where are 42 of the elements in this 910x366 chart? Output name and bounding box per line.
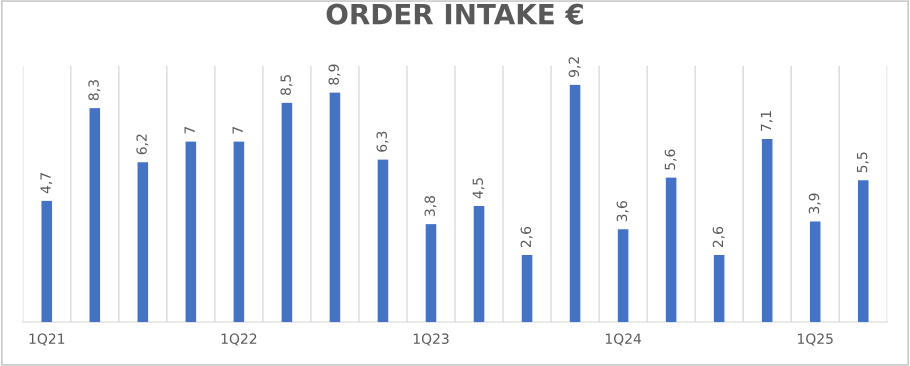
data-label: 2,6	[712, 226, 725, 248]
bar	[282, 102, 292, 322]
x-tick-label: 1Q24	[606, 333, 642, 346]
x-tick-label: 1Q25	[798, 333, 833, 346]
data-label: 3,6	[616, 201, 629, 222]
bar	[666, 178, 676, 322]
data-label: 2,6	[520, 226, 532, 248]
bar	[138, 162, 148, 322]
data-label: 8,9	[328, 64, 340, 85]
bar	[426, 224, 436, 322]
bar	[330, 92, 340, 322]
data-label: 9,2	[568, 57, 581, 78]
bar	[234, 142, 244, 322]
bar	[41, 200, 52, 322]
data-label: 3,8	[424, 196, 436, 216]
chart-title: ORDER INTAKE €	[326, 4, 583, 25]
data-label: 4,5	[472, 178, 484, 198]
bar	[186, 142, 196, 322]
data-label: 5,5	[856, 152, 869, 172]
data-label: 8,5	[280, 75, 292, 96]
data-label: 7,1	[760, 111, 773, 131]
data-label: 4,7	[40, 173, 52, 194]
data-label: 6,2	[136, 134, 148, 154]
bar	[618, 229, 628, 322]
data-label: 6,3	[376, 132, 388, 152]
bar	[810, 222, 820, 322]
bar	[522, 255, 532, 322]
bar	[858, 180, 869, 322]
data-label: 3,9	[808, 193, 821, 214]
data-label: 5,6	[664, 150, 677, 170]
bar	[714, 255, 724, 322]
data-label: 7	[184, 126, 195, 134]
x-tick-label: 1Q21	[30, 333, 64, 346]
bar	[570, 84, 580, 322]
bar	[474, 206, 484, 322]
bar	[90, 108, 100, 322]
x-tick-label: 1Q23	[414, 333, 449, 346]
data-label: 7	[232, 126, 243, 134]
bar	[378, 160, 388, 322]
x-tick-label: 1Q22	[222, 333, 256, 346]
data-label: 8,3	[88, 80, 100, 100]
bar	[762, 139, 772, 322]
